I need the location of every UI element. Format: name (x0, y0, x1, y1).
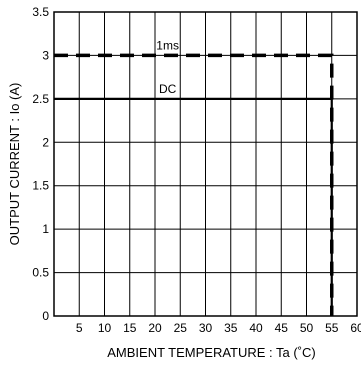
x-tick-label: 50 (300, 321, 314, 335)
x-tick-label: 25 (174, 321, 188, 335)
x-tick-label: 20 (148, 321, 162, 335)
series-label: 1ms (156, 38, 179, 52)
x-axis-label: AMBIENT TEMPERATURE : Ta (˚C) (107, 345, 316, 360)
x-tick-label: 35 (224, 321, 238, 335)
plot-frame (53, 11, 358, 317)
y-axis-label: OUTPUT CURRENT : Io (A) (7, 83, 22, 246)
series-labels: 1ms DC (156, 38, 179, 95)
y-tick-label: 1 (42, 222, 49, 236)
y-tick-label: 3.5 (32, 5, 49, 19)
y-tick-label: 2 (42, 135, 49, 149)
y-tick-label: 3 (42, 48, 49, 62)
series-line-dc (54, 97, 333, 316)
x-tick-label: 30 (199, 321, 213, 335)
x-tick-label: 55 (325, 321, 339, 335)
y-tick-label: 0.5 (32, 266, 49, 280)
y-tick-label: 0 (42, 309, 49, 323)
x-tick-label: 60 (350, 321, 361, 335)
y-tick-label: 2.5 (32, 92, 49, 106)
grid (54, 12, 357, 316)
series-label: DC (159, 82, 177, 96)
x-tick-label: 40 (249, 321, 263, 335)
y-tick-label: 1.5 (32, 179, 49, 193)
x-tick-label: 15 (123, 321, 137, 335)
x-tick-label: 10 (98, 321, 112, 335)
x-tick-label: 45 (275, 321, 289, 335)
x-tick-labels: 5 10 15 20 25 30 35 40 45 50 55 60 (76, 321, 361, 335)
x-tick-label: 5 (76, 321, 83, 335)
series-layer (54, 53, 334, 316)
y-tick-labels: 0 0.5 1 1.5 2 2.5 3 3.5 (32, 5, 49, 323)
